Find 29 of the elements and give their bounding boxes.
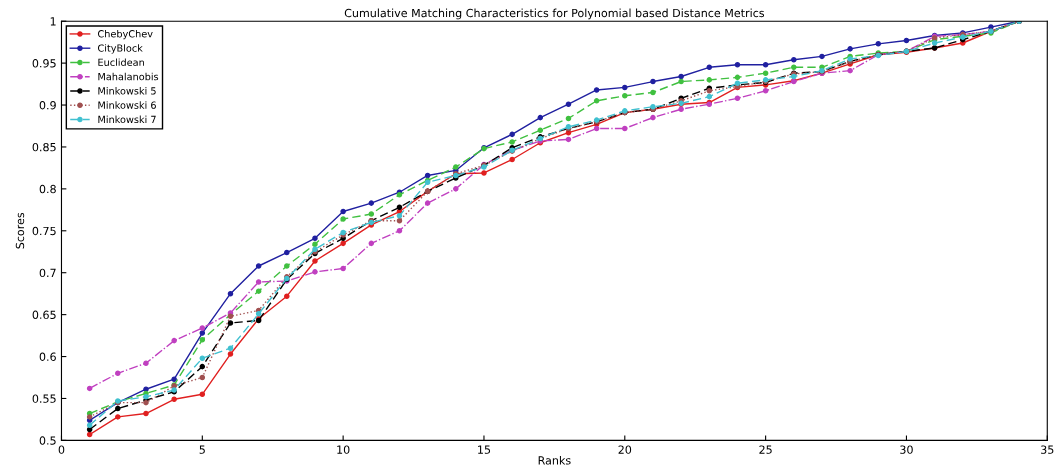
y-tick-label: 0.85 [32, 142, 56, 152]
y-tick-label: 0.55 [32, 394, 56, 403]
x-tick-label: 20 [618, 445, 632, 454]
x-tick-label: 0 [58, 445, 65, 454]
legend-label: Mahalanobis [98, 72, 159, 81]
y-tick-label: 0.95 [32, 59, 56, 68]
legend-label: CityBlock [98, 44, 143, 54]
legend-label: Minkowski 5 [98, 87, 156, 95]
x-tick-label: 15 [478, 445, 491, 454]
y-tick-label: 0.8 [39, 184, 56, 194]
legend-label: Euclidean [98, 58, 144, 67]
y-axis-title: Scores [15, 212, 25, 249]
legend-label: ChebyChev [98, 29, 153, 40]
y-tick-label: 0.6 [39, 352, 56, 361]
y-tick-label: 0.7 [39, 268, 56, 278]
x-tick-label: 25 [759, 445, 772, 454]
x-tick-label: 10 [337, 445, 350, 454]
x-tick-label: 30 [900, 445, 913, 454]
y-tick-label: 0.9 [39, 101, 56, 110]
y-tick-label: 0.75 [32, 226, 56, 236]
y-tick-label: 0.5 [39, 436, 56, 445]
x-tick-label: 5 [199, 445, 205, 454]
y-tick-label: 0.65 [32, 310, 56, 320]
y-tick-label: 1 [50, 17, 56, 26]
legend-label: Minkowski 7 [98, 115, 156, 124]
chart-title: Cumulative Matching Characteristics for Polynomial based Distance Metrics [344, 8, 765, 20]
legend-label: Minkowski 6 [98, 101, 156, 109]
x-axis-title: Ranks [538, 456, 571, 465]
x-tick-label: 35 [1041, 445, 1054, 454]
